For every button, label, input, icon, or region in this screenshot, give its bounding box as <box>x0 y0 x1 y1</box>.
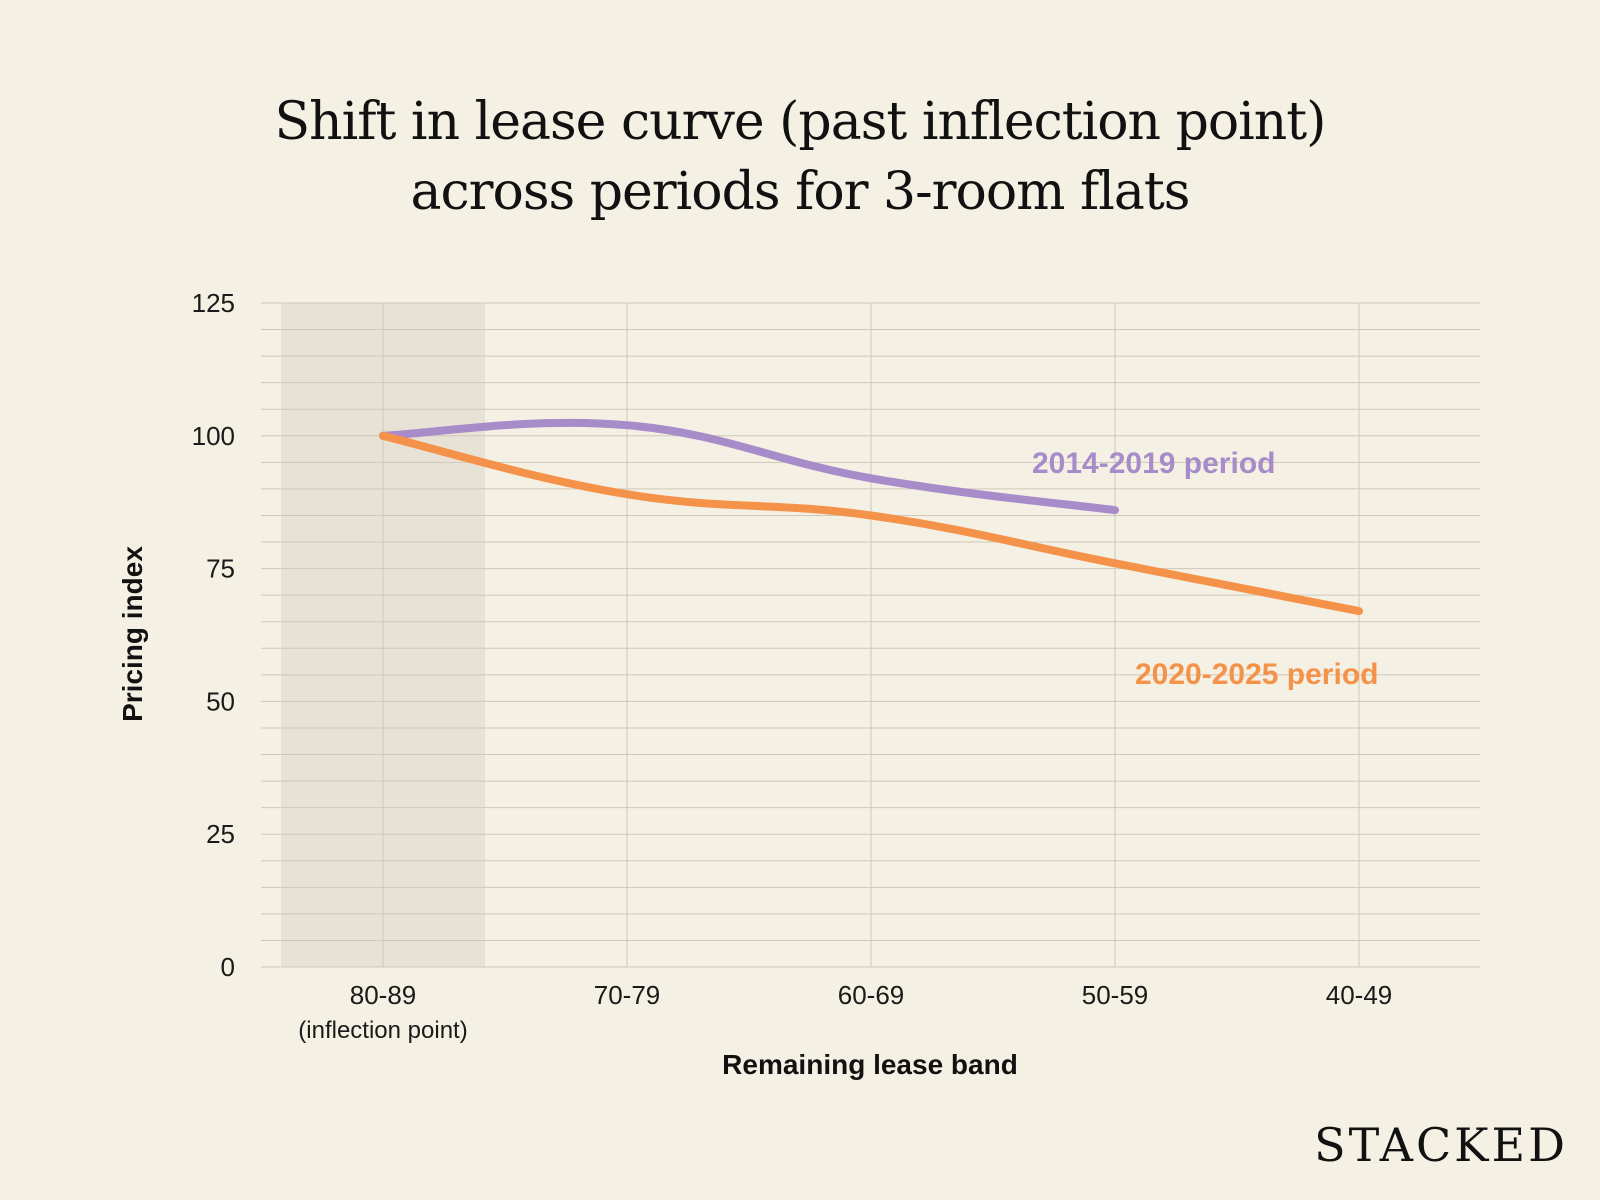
series-line-0 <box>379 418 1119 515</box>
grid-layer <box>261 302 1480 968</box>
y-tick-label: 100 <box>192 421 235 451</box>
axis-layer: 0 25 50 75 100 125 80-89 (inflection point) 70-7… <box>117 288 1392 1080</box>
label-layer: 2014-2019 period 2020-2025 period <box>1032 447 1378 691</box>
x-axis-title: Remaining lease band <box>722 1049 1018 1080</box>
chart-title-line-2: across periods for 3-room flats <box>410 162 1191 222</box>
y-axis-title: Pricing index <box>117 546 148 722</box>
x-tick-sublabel: (inflection point) <box>298 1017 467 1044</box>
y-tick-label: 125 <box>192 288 235 318</box>
series-line-1 <box>379 431 1363 616</box>
series-label-0: 2014-2019 period <box>1032 447 1275 480</box>
chart-title-line-1: Shift in lease curve (past inflection po… <box>274 92 1327 152</box>
y-tick-label: 0 <box>221 952 235 982</box>
series-layer <box>379 418 1363 616</box>
x-tick-label: 50-59 <box>1082 980 1149 1010</box>
y-tick-label: 75 <box>206 554 235 584</box>
series-label-1: 2020-2025 period <box>1135 658 1378 691</box>
x-tick-label: 40-49 <box>1326 980 1393 1010</box>
y-tick-label: 25 <box>206 819 235 849</box>
y-tick-label: 50 <box>206 686 235 716</box>
x-tick-label: 60-69 <box>838 980 905 1010</box>
x-tick-label: 70-79 <box>594 980 661 1010</box>
brand-logo: STACKED <box>1314 1118 1568 1172</box>
x-tick-label: 80-89 <box>350 980 417 1010</box>
